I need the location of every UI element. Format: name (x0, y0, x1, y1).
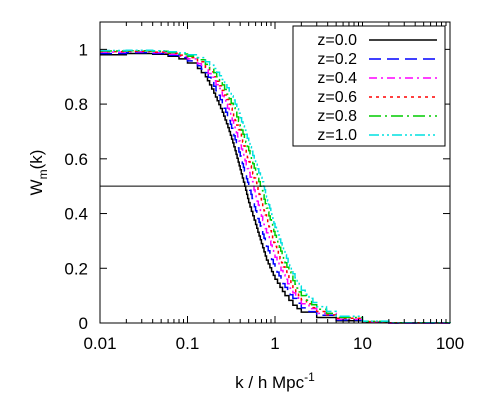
series-line-z-1-0 (100, 49, 451, 324)
y-tick-label-0-4: 0.4 (64, 205, 88, 224)
y-axis-label-sub: m (36, 169, 50, 179)
x-tick-label-10: 10 (353, 334, 372, 353)
legend: z=0.0 z=0.2 z=0.4 z=0.6 z=0.8 z=1.0 (292, 25, 446, 147)
legend-label-z-0-0: z=0.0 (317, 32, 357, 49)
axis-ticks: 0.01 0.1 1 10 100 0 0.2 0.4 0.6 0.8 1 (64, 22, 464, 353)
legend-label-z-0-4: z=0.4 (317, 70, 357, 87)
legend-label-z-1-0: z=1.0 (317, 127, 357, 144)
series-line-z-0-4 (100, 51, 450, 324)
series-curves (100, 49, 451, 324)
series-line-z-0-2 (100, 51, 450, 324)
x-tick-label-0-1: 0.1 (176, 334, 200, 353)
y-tick-label-0: 0 (79, 314, 88, 333)
y-tick-label-0-6: 0.6 (64, 150, 88, 169)
x-axis-label: k / h Mpc-1 (235, 370, 315, 392)
x-axis-label-main: k / h Mpc (235, 373, 304, 392)
legend-label-z-0-8: z=0.8 (317, 108, 357, 125)
y-axis-label: Wm(k) (27, 150, 50, 196)
y-axis-label-tail: (k) (27, 150, 46, 170)
legend-label-z-0-2: z=0.2 (317, 51, 357, 68)
legend-box (292, 25, 446, 147)
x-tick-label-1: 1 (270, 334, 279, 353)
y-tick-label-0-8: 0.8 (64, 95, 88, 114)
legend-label-z-0-6: z=0.6 (317, 89, 357, 106)
series-line-z-0-0 (100, 52, 450, 324)
x-tick-label-100: 100 (436, 334, 464, 353)
x-tick-label-0-01: 0.01 (83, 334, 116, 353)
y-tick-label-0-2: 0.2 (64, 259, 88, 278)
y-tick-label-1: 1 (79, 40, 88, 59)
x-axis-label-sup: -1 (304, 370, 315, 384)
y-axis-label-main: W (27, 179, 46, 195)
